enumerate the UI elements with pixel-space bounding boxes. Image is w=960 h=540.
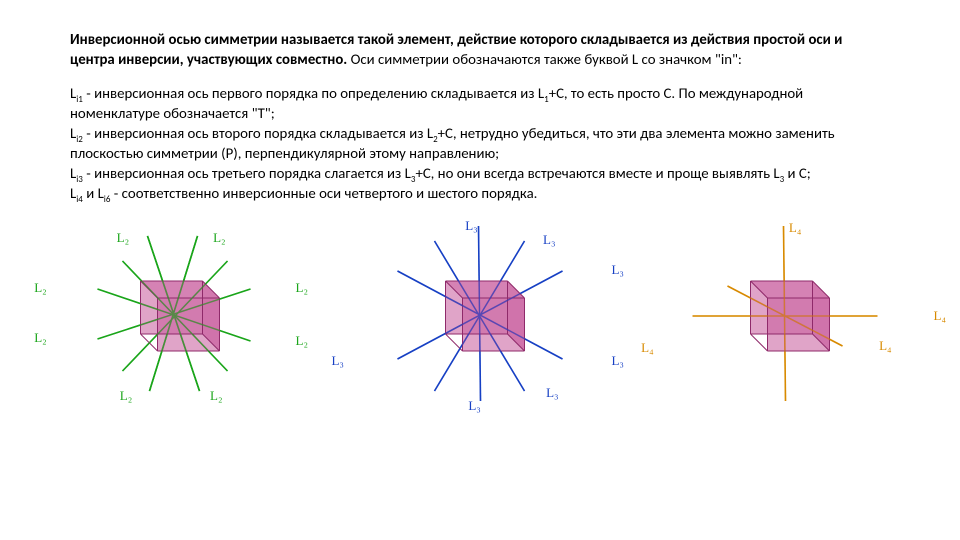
paragraph-list: Li1 - инверсионная ось первого порядка п… <box>70 84 890 204</box>
axis-label: L₃ <box>611 354 623 367</box>
li1-t1: - инверсионная ось первого порядка по оп… <box>83 84 544 102</box>
paragraph-definition: Инверсионной осью симметрии называется т… <box>70 30 890 70</box>
li4-sub: i4 <box>76 194 83 205</box>
axis-label: L₂ <box>34 281 46 294</box>
figure-l3-axes: L₃L₃L₃L₃L₃L₃L₃ <box>375 231 585 401</box>
li4-t2: - соответственно инверсионные оси четвер… <box>110 184 537 202</box>
figure-l2-axes: L₂L₂L₂L₂L₂L₂L₂L₂ <box>70 231 280 401</box>
li3-sub: i3 <box>76 174 83 185</box>
axis-label: L₄ <box>934 309 946 322</box>
li3-t2: +C, но они всегда встречаются вместе и п… <box>415 164 779 182</box>
axis-label: L₄ <box>641 341 653 354</box>
axis-label: L₃ <box>331 354 343 367</box>
axis-label: L₂ <box>296 281 308 294</box>
definition-rest: Оси симметрии обозначаются также буквой … <box>347 50 742 68</box>
li2-t1: - инверсионная ось второго порядка склад… <box>83 124 433 142</box>
figure-l4-axes: L₄L₄L₄L₄ <box>680 231 890 401</box>
figures-row: L₂L₂L₂L₂L₂L₂L₂L₂ L₃L₃L₃L₃L₃L₃L₃ L₄L₄L₄L₄ <box>70 218 890 406</box>
li3-t3: и C; <box>784 164 811 182</box>
li4-t1: и L <box>83 184 104 202</box>
axis-label: L₂ <box>296 334 308 347</box>
axis-label: L₂ <box>34 331 46 344</box>
axis-label: L₃ <box>611 263 623 276</box>
document-page: Инверсионной осью симметрии называется т… <box>0 0 960 406</box>
li3-t1: - инверсионная ось третьего порядка слаг… <box>83 164 411 182</box>
